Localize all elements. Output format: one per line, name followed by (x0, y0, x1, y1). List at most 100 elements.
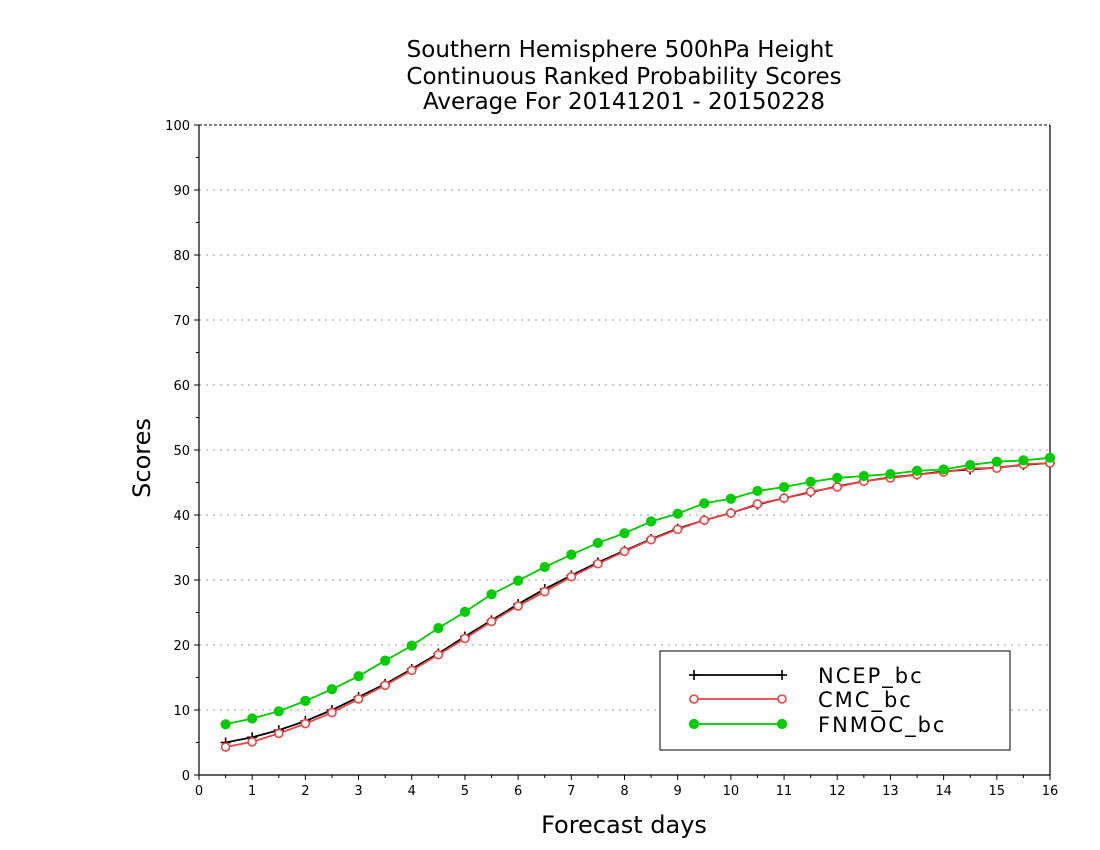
legend-entry: NCEP_bc (689, 664, 924, 689)
series-point (752, 485, 763, 497)
legend-label: CMC_bc (818, 688, 913, 713)
series-point (486, 589, 497, 600)
series-point (539, 586, 550, 597)
x-tick-label: 7 (567, 784, 575, 799)
y-tick-label: 10 (173, 704, 190, 719)
series-point (353, 694, 364, 704)
y-tick-label: 50 (173, 444, 190, 459)
series-point (777, 670, 787, 680)
x-tick-label: 1 (248, 784, 256, 799)
series-point (247, 737, 257, 747)
y-tick-label: 40 (173, 509, 190, 524)
series-point (593, 558, 603, 569)
series-point (353, 671, 364, 682)
x-tick-label: 3 (354, 784, 362, 799)
series-point (566, 549, 577, 560)
series-point (699, 515, 710, 526)
x-tick-label: 5 (461, 784, 469, 799)
series-point (539, 561, 550, 573)
series-point (300, 718, 311, 729)
series-point (220, 742, 231, 752)
y-ticks: 0 10 20 30 40 50 60 70 80 90 100 (165, 119, 199, 784)
series-point (911, 465, 923, 476)
series-point (699, 498, 710, 509)
legend-entry: CMC_bc (689, 688, 913, 713)
y-tick-label: 70 (173, 314, 190, 329)
x-tick-label: 9 (674, 784, 682, 799)
series-point (273, 728, 284, 739)
series-point (965, 459, 976, 471)
series-point (689, 694, 699, 704)
gridlines (199, 189, 1050, 711)
series-point (327, 707, 337, 718)
series-point (832, 482, 843, 492)
series-point (326, 684, 338, 695)
series-point (938, 464, 949, 475)
series-point (619, 546, 630, 557)
y-tick-label: 90 (173, 184, 190, 199)
x-tick-label: 12 (829, 784, 846, 799)
series (220, 452, 1056, 752)
series-point (220, 719, 231, 730)
series-point (832, 472, 843, 484)
series-point (273, 706, 284, 717)
series-point (592, 537, 604, 549)
legend-label: NCEP_bc (818, 664, 924, 689)
x-tick-label: 14 (935, 784, 952, 799)
series-point (433, 649, 444, 660)
series-point (726, 508, 736, 518)
series-point (300, 695, 311, 707)
title-line-2: Continuous Ranked Probability Scores (406, 64, 841, 90)
series-point (689, 670, 699, 680)
series-point (805, 486, 816, 497)
series-point (645, 516, 657, 527)
legend-entry: FNMOC_bc (688, 713, 944, 738)
series-point (779, 493, 789, 503)
series-point (725, 493, 736, 504)
series-point (672, 508, 683, 519)
series-point (486, 616, 497, 627)
series-point (566, 571, 577, 582)
series-point (380, 655, 391, 666)
series-point (406, 665, 417, 676)
series-point (459, 606, 471, 617)
x-tick-label: 2 (301, 784, 309, 799)
legend-box (659, 650, 1011, 751)
x-tick-label: 16 (1042, 784, 1059, 799)
series-point (646, 534, 656, 545)
title-line-3: Average For 20141201 - 20150228 (423, 89, 825, 115)
series-point (858, 470, 869, 482)
y-axis-label: Scores (128, 418, 156, 498)
y-tick-label: 100 (165, 119, 190, 134)
x-axis-label: Forecast days (541, 811, 707, 839)
series-point (513, 575, 524, 586)
series-point (777, 694, 787, 704)
x-tick-label: 10 (723, 784, 740, 799)
x-tick-label: 8 (620, 784, 628, 799)
series-point (688, 718, 700, 730)
series-point (805, 476, 816, 487)
title-line-1: Southern Hemisphere 500hPa Height (407, 37, 834, 63)
x-ticks: 0 1 2 3 4 5 6 7 8 9 10 11 12 13 14 15 16 (195, 775, 1058, 799)
y-tick-label: 0 (182, 769, 190, 784)
chart-title: Southern Hemisphere 500hPa Height Contin… (406, 37, 841, 115)
y-tick-label: 20 (173, 639, 190, 654)
series-point (406, 640, 417, 651)
series-point (778, 481, 790, 493)
series-point (1018, 455, 1029, 466)
x-tick-label: 6 (514, 784, 522, 799)
series-point (776, 718, 788, 730)
series-point (885, 468, 896, 480)
series-point (460, 633, 470, 644)
series-point (752, 499, 763, 509)
series-fnmoc-bc (220, 452, 1056, 730)
x-tick-label: 11 (776, 784, 793, 799)
series-point (433, 623, 444, 634)
x-tick-label: 15 (989, 784, 1006, 799)
series-point (513, 601, 523, 611)
y-tick-label: 30 (173, 574, 190, 589)
series-point (619, 528, 630, 539)
